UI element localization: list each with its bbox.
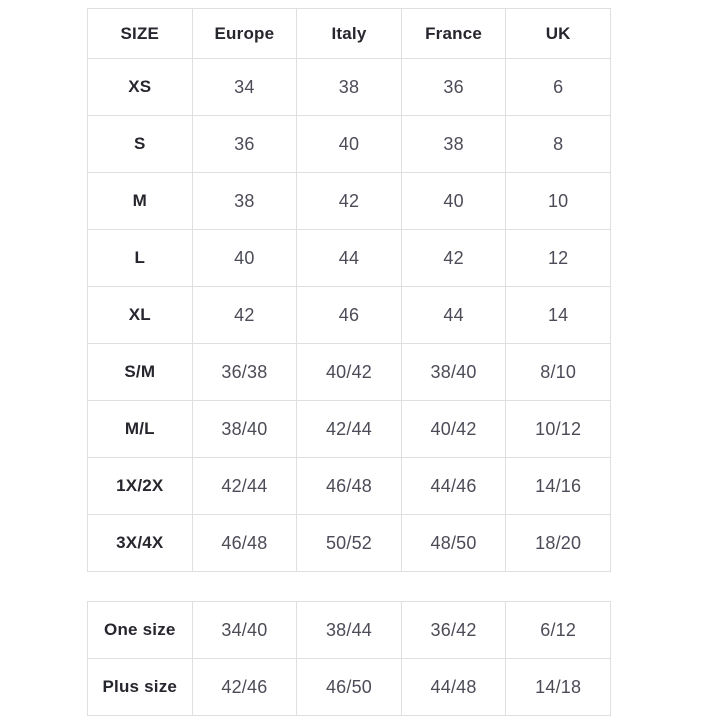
size-label-cell: L [87, 229, 193, 287]
size-label-cell: One size [87, 601, 193, 659]
table-row: M/L 38/40 42/44 40/42 10/12 [87, 400, 611, 458]
value-cell: 8 [505, 115, 611, 173]
size-label-cell: S [87, 115, 193, 173]
value-cell: 40/42 [400, 400, 507, 458]
column-header-uk: UK [505, 8, 611, 59]
table-row: Plus size 42/46 46/50 44/48 14/18 [87, 658, 611, 716]
value-cell: 46/48 [296, 457, 402, 515]
table-row: XS 34 38 36 6 [87, 58, 611, 116]
value-cell: 36/42 [400, 601, 507, 659]
value-cell: 42/44 [191, 457, 298, 515]
value-cell: 12 [505, 229, 611, 287]
table-row: S/M 36/38 40/42 38/40 8/10 [87, 343, 611, 401]
table-row: 1X/2X 42/44 46/48 44/46 14/16 [87, 457, 611, 515]
value-cell: 14/18 [505, 658, 611, 716]
value-cell: 40/42 [296, 343, 402, 401]
column-header-size: SIZE [87, 8, 193, 59]
value-cell: 46/48 [191, 514, 298, 572]
table-row: M 38 42 40 10 [87, 172, 611, 230]
value-cell: 38 [296, 58, 402, 116]
value-cell: 40 [296, 115, 402, 173]
value-cell: 42/44 [296, 400, 402, 458]
size-label-cell: M [87, 172, 193, 230]
value-cell: 6 [505, 58, 611, 116]
value-cell: 42 [400, 229, 507, 287]
size-conversion-table: SIZE Europe Italy France UK XS 34 38 36 … [87, 8, 611, 572]
header-row: SIZE Europe Italy France UK [87, 8, 611, 59]
value-cell: 14 [505, 286, 611, 344]
value-cell: 48/50 [400, 514, 507, 572]
table-row: XL 42 46 44 14 [87, 286, 611, 344]
size-label-cell: S/M [87, 343, 193, 401]
size-label-cell: 3X/4X [87, 514, 193, 572]
value-cell: 42 [296, 172, 402, 230]
value-cell: 42/46 [191, 658, 298, 716]
value-cell: 36/38 [191, 343, 298, 401]
value-cell: 14/16 [505, 457, 611, 515]
column-header-france: France [400, 8, 507, 59]
table-row: One size 34/40 38/44 36/42 6/12 [87, 601, 611, 659]
value-cell: 8/10 [505, 343, 611, 401]
value-cell: 36 [400, 58, 507, 116]
value-cell: 10/12 [505, 400, 611, 458]
table-row: L 40 44 42 12 [87, 229, 611, 287]
size-label-cell: 1X/2X [87, 457, 193, 515]
value-cell: 46/50 [296, 658, 402, 716]
value-cell: 38 [191, 172, 298, 230]
value-cell: 10 [505, 172, 611, 230]
value-cell: 34/40 [191, 601, 298, 659]
value-cell: 38 [400, 115, 507, 173]
column-header-europe: Europe [191, 8, 298, 59]
value-cell: 38/40 [400, 343, 507, 401]
size-label-cell: XL [87, 286, 193, 344]
value-cell: 46 [296, 286, 402, 344]
value-cell: 50/52 [296, 514, 402, 572]
value-cell: 44 [400, 286, 507, 344]
value-cell: 40 [400, 172, 507, 230]
value-cell: 6/12 [505, 601, 611, 659]
special-sizes-table: One size 34/40 38/44 36/42 6/12 Plus siz… [87, 601, 611, 716]
value-cell: 18/20 [505, 514, 611, 572]
value-cell: 44/48 [400, 658, 507, 716]
value-cell: 34 [191, 58, 298, 116]
table-row: S 36 40 38 8 [87, 115, 611, 173]
size-label-cell: XS [87, 58, 193, 116]
column-header-italy: Italy [296, 8, 402, 59]
size-label-cell: Plus size [87, 658, 193, 716]
value-cell: 42 [191, 286, 298, 344]
value-cell: 40 [191, 229, 298, 287]
value-cell: 44 [296, 229, 402, 287]
value-cell: 38/40 [191, 400, 298, 458]
value-cell: 38/44 [296, 601, 402, 659]
size-label-cell: M/L [87, 400, 193, 458]
value-cell: 44/46 [400, 457, 507, 515]
value-cell: 36 [191, 115, 298, 173]
size-chart-container: SIZE Europe Italy France UK XS 34 38 36 … [87, 8, 611, 716]
table-row: 3X/4X 46/48 50/52 48/50 18/20 [87, 514, 611, 572]
